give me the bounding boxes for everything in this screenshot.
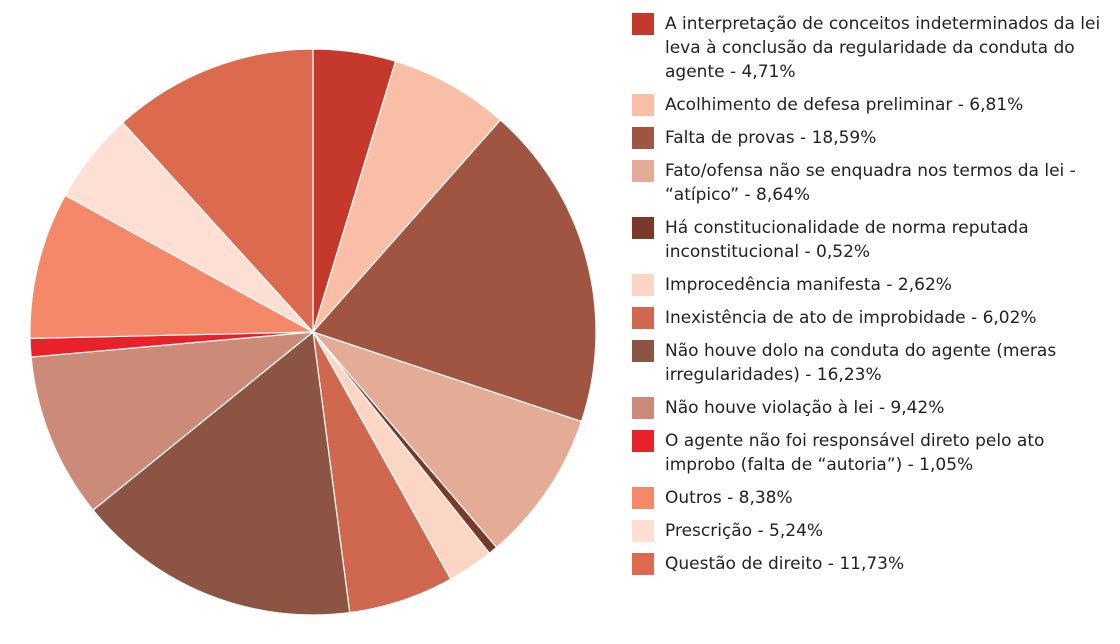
legend-label: Há constitucionalidade de norma reputada… <box>665 218 1029 262</box>
chart <box>29 48 597 616</box>
legend-swatch <box>632 217 654 239</box>
legend-swatch <box>632 487 654 509</box>
legend-item: Improcedência manifesta - 2,62% <box>632 273 1118 297</box>
pie-slice <box>311 330 583 549</box>
legend-swatch <box>632 397 654 419</box>
legend-label: Prescrição - 5,24% <box>665 521 824 541</box>
legend-item: Prescrição - 5,24% <box>632 519 1118 543</box>
legend-swatch <box>632 307 654 329</box>
legend-item: Não houve dolo na conduta do agente (mer… <box>632 339 1118 387</box>
legend-label: Não houve dolo na conduta do agente (mer… <box>665 341 1057 385</box>
pie-slice <box>121 48 314 334</box>
legend-item: Acolhimento de defesa preliminar - 6,81% <box>632 93 1118 117</box>
pie-slice <box>311 119 597 423</box>
legend-item: Inexistência de ato de improbidade - 6,0… <box>632 306 1118 330</box>
legend-label: O agente não foi responsável direto pelo… <box>665 431 1045 475</box>
legend-label: Falta de provas - 18,59% <box>665 128 877 148</box>
legend-swatch <box>632 553 654 575</box>
legend-item: Outros - 8,38% <box>632 486 1118 510</box>
legend-item: Falta de provas - 18,59% <box>632 126 1118 150</box>
legend-item: A interpretação de conceitos indetermina… <box>632 12 1118 84</box>
legend-swatch <box>632 13 654 35</box>
legend-item: Não houve violação à lei - 9,42% <box>632 396 1118 420</box>
legend-item: Há constitucionalidade de norma reputada… <box>632 216 1118 264</box>
pie-slice <box>92 330 351 616</box>
legend-swatch <box>632 340 654 362</box>
legend-swatch <box>632 430 654 452</box>
legend: A interpretação de conceitos indetermina… <box>632 12 1118 585</box>
legend-item: Fato/ofensa não se enquadra nos termos d… <box>632 159 1118 207</box>
legend-label: Fato/ofensa não se enquadra nos termos d… <box>665 161 1076 205</box>
legend-label: Outros - 8,38% <box>665 488 793 508</box>
legend-swatch <box>632 160 654 182</box>
legend-item: Questão de direito - 11,73% <box>632 552 1118 576</box>
legend-swatch <box>632 94 654 116</box>
pie-slice <box>312 60 502 333</box>
legend-swatch <box>632 274 654 296</box>
legend-label: Questão de direito - 11,73% <box>665 554 905 574</box>
legend-label: Inexistência de ato de improbidade - 6,0… <box>665 308 1037 328</box>
pie-slice <box>30 331 315 511</box>
legend-swatch <box>632 127 654 149</box>
legend-item: O agente não foi responsável direto pelo… <box>632 429 1118 477</box>
legend-label: Não houve violação à lei - 9,42% <box>665 398 945 418</box>
legend-swatch <box>632 520 654 542</box>
pie-slice <box>29 194 316 340</box>
legend-label: Improcedência manifesta - 2,62% <box>665 275 952 295</box>
legend-label: Acolhimento de defesa preliminar - 6,81% <box>665 95 1024 115</box>
legend-label: A interpretação de conceitos indetermina… <box>665 14 1101 82</box>
